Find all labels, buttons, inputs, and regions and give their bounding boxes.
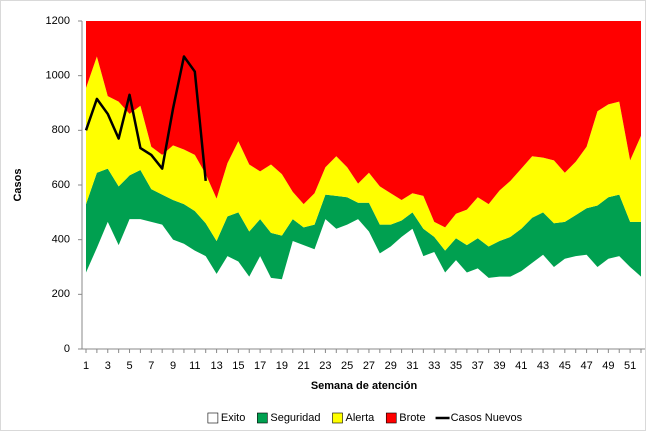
x-tick-label: 7: [148, 360, 154, 372]
x-tick-label: 9: [170, 360, 176, 372]
y-axis-label: Casos: [12, 168, 24, 201]
x-tick-label: 49: [602, 360, 614, 372]
legend-label: Brote: [399, 412, 425, 424]
y-tick-label: 200: [52, 288, 70, 300]
x-tick-label: 25: [341, 360, 353, 372]
x-tick-label: 33: [428, 360, 440, 372]
x-tick-label: 41: [515, 360, 527, 372]
x-tick-label: 27: [363, 360, 375, 372]
area-1: [86, 168, 641, 280]
x-tick-label: 43: [537, 360, 549, 372]
legend-item: Casos Nuevos: [435, 412, 523, 424]
legend-label: Alerta: [346, 412, 376, 424]
legend-swatch: [207, 412, 219, 424]
area-3: [86, 21, 641, 228]
x-tick-label: 29: [385, 360, 397, 372]
area-0: [86, 219, 641, 349]
legend-swatch: [385, 412, 397, 424]
x-tick-label: 51: [624, 360, 636, 372]
x-tick-label: 17: [254, 360, 266, 372]
legend-item: Exito: [207, 412, 245, 424]
legend-swatch: [332, 412, 343, 424]
legend-item: Seguridad: [257, 412, 321, 424]
legend-item: Brote: [385, 412, 426, 424]
x-axis-label: Semana de atención: [311, 380, 418, 392]
x-tick-label: 45: [559, 360, 571, 372]
y-tick-label: 1200: [46, 15, 70, 27]
x-tick-label: 35: [450, 360, 462, 372]
legend-label: Casos Nuevos: [451, 412, 523, 424]
y-tick-label: 800: [52, 124, 70, 136]
legend-label: Seguridad: [270, 412, 320, 424]
x-tick-label: 31: [406, 360, 418, 372]
x-tick-label: 23: [319, 360, 331, 372]
y-tick-label: 0: [64, 343, 70, 355]
area-2: [86, 56, 641, 251]
x-tick-label: 1: [83, 360, 89, 372]
x-tick-label: 3: [105, 360, 111, 372]
x-tick-label: 37: [472, 360, 484, 372]
x-tick-label: 19: [276, 360, 288, 372]
x-tick-label: 5: [126, 360, 132, 372]
legend: Exito Seguridad Alerta Brote Casos Nuevos: [207, 412, 523, 424]
legend-item: Alerta: [332, 412, 376, 424]
line-series: [84, 55, 207, 182]
x-tick-label: 13: [210, 360, 222, 372]
x-tick-label: 39: [493, 360, 505, 372]
x-tick-label: 21: [298, 360, 310, 372]
legend-label: Exito: [221, 412, 245, 424]
areas: [84, 21, 641, 349]
legend-swatch: [257, 412, 268, 424]
y-tick-label: 400: [52, 234, 70, 246]
x-tick-label: 11: [189, 360, 200, 372]
y-tick-label: 1000: [46, 70, 70, 82]
y-tick-label: 600: [52, 179, 70, 191]
x-tick-label: 15: [232, 360, 244, 372]
x-tick-label: 47: [580, 360, 592, 372]
